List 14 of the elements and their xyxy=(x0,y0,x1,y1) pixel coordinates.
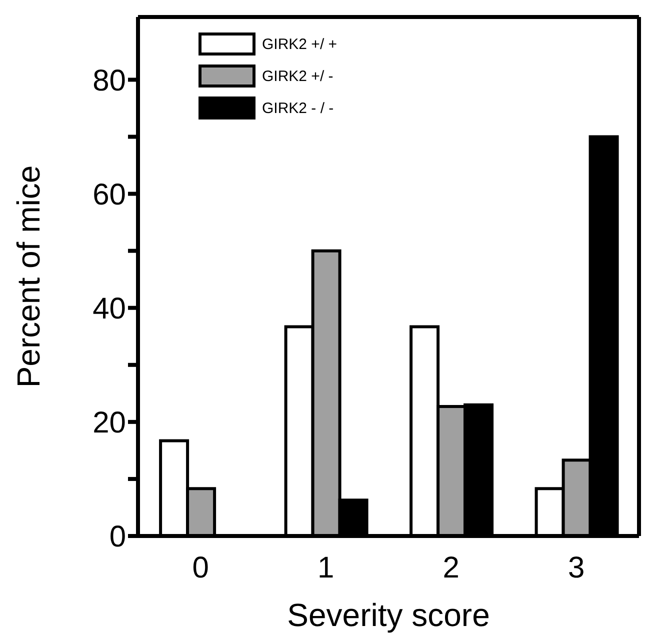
legend-label: GIRK2 +/ - xyxy=(262,68,334,84)
y-tick-label: 60 xyxy=(92,178,126,212)
y-tick-label: 40 xyxy=(92,292,126,326)
legend-label: GIRK2 - / - xyxy=(262,100,334,116)
x-tick-label: 0 xyxy=(192,551,209,584)
y-tick-label: 80 xyxy=(92,64,126,98)
x-axis-title: Severity score xyxy=(287,597,490,633)
legend-label: GIRK2 +/ + xyxy=(262,36,338,52)
x-tick-label: 2 xyxy=(442,551,460,584)
y-tick-label: 0 xyxy=(109,520,126,554)
y-axis-title: Percent of mice xyxy=(10,165,46,388)
x-tick-label: 3 xyxy=(568,551,585,584)
x-tick-label: 1 xyxy=(318,551,334,584)
y-tick-label: 20 xyxy=(92,406,126,440)
